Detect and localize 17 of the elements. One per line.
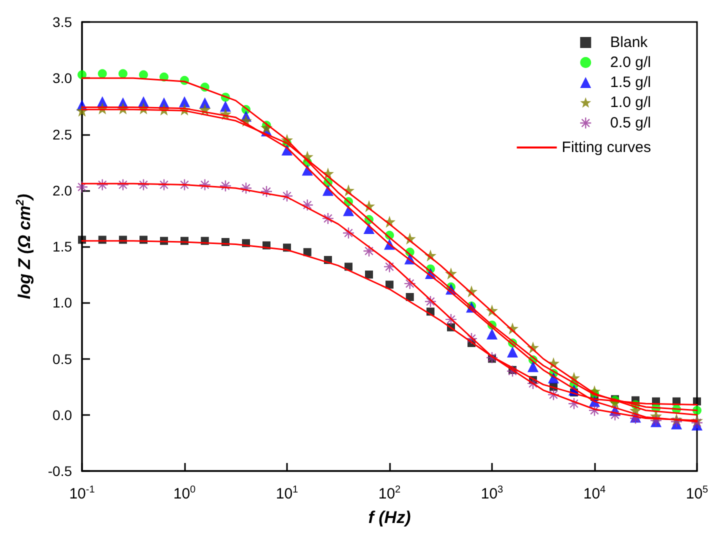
legend-label: Fitting curves <box>562 139 652 156</box>
legend-label: 1.0 g/l <box>610 94 652 111</box>
y-tick-label: 3.5 <box>52 14 72 30</box>
y-tick-label: 0.0 <box>52 406 72 423</box>
legend-label: 2.0 g/l <box>610 54 652 71</box>
y-tick-label: 1.0 <box>52 294 72 311</box>
legend-label: Blank <box>610 34 648 51</box>
y-tick-label: 2.0 <box>52 182 72 198</box>
legend-label: 0.5 g/l <box>610 114 652 132</box>
y-tick-label: 3.0 <box>52 70 72 86</box>
y-tick-label: -0.5 <box>48 463 72 479</box>
y-tick-label: 1.5 <box>52 238 72 254</box>
y-tick-label: 0.5 <box>52 350 72 367</box>
y-axis-title: log Z (Ω cm2) <box>14 194 34 300</box>
y-tick-label: 2.5 <box>52 126 72 142</box>
legend-label: 1.5 g/l <box>610 74 652 91</box>
x-axis-title: f (Hz) <box>368 508 412 527</box>
